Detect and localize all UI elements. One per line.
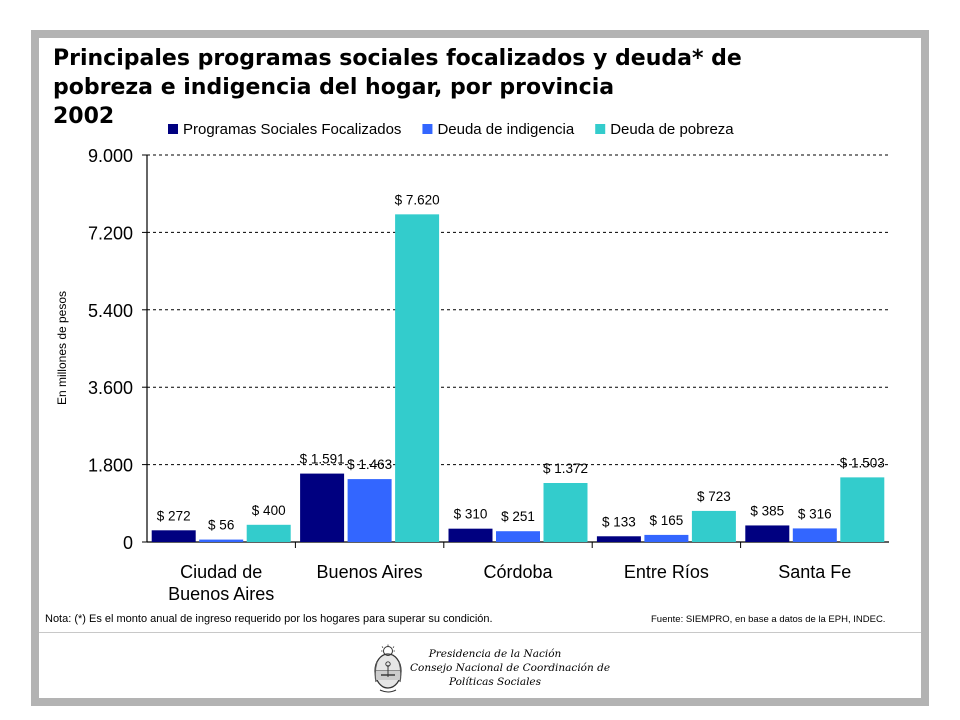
data-label: $ 7.620 [395,192,440,207]
bar [543,483,588,542]
footer-divider [39,632,921,633]
legend-label: Deuda de pobreza [610,121,734,138]
data-label: $ 272 [157,508,191,523]
bar [347,479,392,542]
y-tick-label: 1.800 [88,456,133,476]
legend-label: Deuda de indigencia [437,121,574,138]
data-label: $ 251 [501,509,535,524]
bar [448,528,493,542]
x-tick-label: Córdoba [483,562,553,582]
data-label: $ 1.503 [840,455,885,470]
x-tick-label: Santa Fe [778,562,851,582]
footer-line-1: Presidencia de la Nación [428,648,562,660]
source-note: Fuente: SIEMPRO, en base a datos de la E… [651,614,886,625]
bar [151,530,196,542]
x-tick-label: Entre Ríos [624,562,709,582]
x-tick-label: Ciudad de [180,562,262,582]
data-label: $ 56 [208,518,234,533]
bar [496,531,540,542]
bar [596,536,641,542]
data-label: $ 1.372 [543,461,588,476]
y-tick-label: 7.200 [88,223,133,243]
data-label: $ 310 [454,507,488,522]
bar [792,528,837,542]
footer-line-2: Consejo Nacional de Coordinación de [410,662,611,674]
title-line-1: Principales programas sociales focalizad… [53,46,742,71]
data-label: $ 400 [252,503,286,518]
coat-of-arms-icon [374,644,402,693]
bar [745,525,790,542]
bar [300,473,345,542]
x-tick-label: Buenos Aires [168,584,274,604]
y-tick-label: 5.400 [88,301,133,321]
legend-swatch [168,124,178,134]
bar [691,510,736,542]
data-label: $ 316 [798,506,832,521]
bar [246,524,291,542]
bar [199,539,244,542]
data-label: $ 165 [650,513,684,528]
footnote: Nota: (*) Es el monto anual de ingreso r… [45,613,493,625]
footer-line-3: Políticas Sociales [448,676,542,688]
legend-swatch [595,124,606,134]
data-label: $ 723 [697,489,731,504]
data-label: $ 1.591 [300,452,345,467]
footer-institution: Presidencia de la Nación Consejo Naciona… [410,647,611,689]
legend-label: Programas Sociales Focalizados [183,121,401,138]
y-tick-label: 3.600 [88,378,133,398]
chart-title: Principales programas sociales focalizad… [53,44,913,131]
x-tick-label: Buenos Aires [317,562,423,582]
slide-frame [31,30,929,706]
bar [840,477,885,542]
title-line-2: pobreza e indigencia del hogar, por prov… [53,75,615,100]
title-line-3: 2002 [53,104,115,129]
y-axis-label: En millones de pesos [55,291,69,405]
data-label: $ 385 [750,503,784,518]
legend-swatch [422,124,433,134]
y-tick-label: 0 [123,533,133,553]
bar [644,534,689,542]
data-label: $ 133 [602,514,636,529]
bar [395,214,440,542]
data-label: $ 1.463 [347,457,392,472]
footer-logo: Presidencia de la Nación Consejo Naciona… [368,640,611,700]
y-tick-label: 9.000 [88,146,133,166]
